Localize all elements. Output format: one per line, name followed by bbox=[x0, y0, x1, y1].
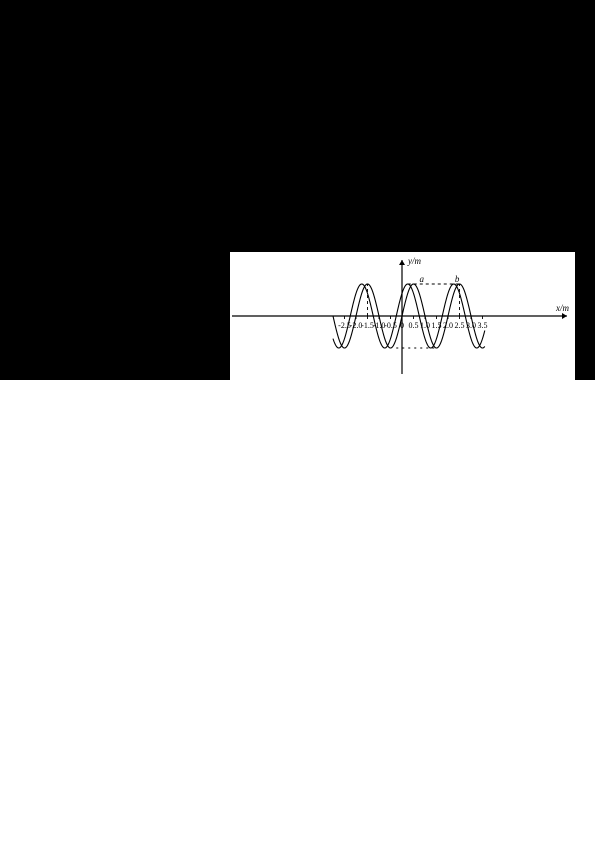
y-axis-label: y/m bbox=[407, 256, 421, 266]
x-tick-label: 3.5 bbox=[478, 321, 488, 330]
x-tick-label: 0.5 bbox=[409, 321, 419, 330]
wave-chart-svg: y/mx/m-2.5-2.0-1.5-1.0-0.500.51.01.52.02… bbox=[230, 252, 575, 380]
x-axis-label: x/m bbox=[555, 303, 569, 313]
x-tick-label: 2.5 bbox=[455, 321, 465, 330]
page: y/mx/m-2.5-2.0-1.5-1.0-0.500.51.01.52.02… bbox=[0, 0, 595, 842]
point-label: a bbox=[420, 274, 425, 284]
x-axis-arrow bbox=[562, 313, 567, 319]
y-axis-arrow bbox=[399, 260, 405, 265]
wave-chart: y/mx/m-2.5-2.0-1.5-1.0-0.500.51.01.52.02… bbox=[230, 252, 575, 380]
point-label: b bbox=[455, 274, 460, 284]
